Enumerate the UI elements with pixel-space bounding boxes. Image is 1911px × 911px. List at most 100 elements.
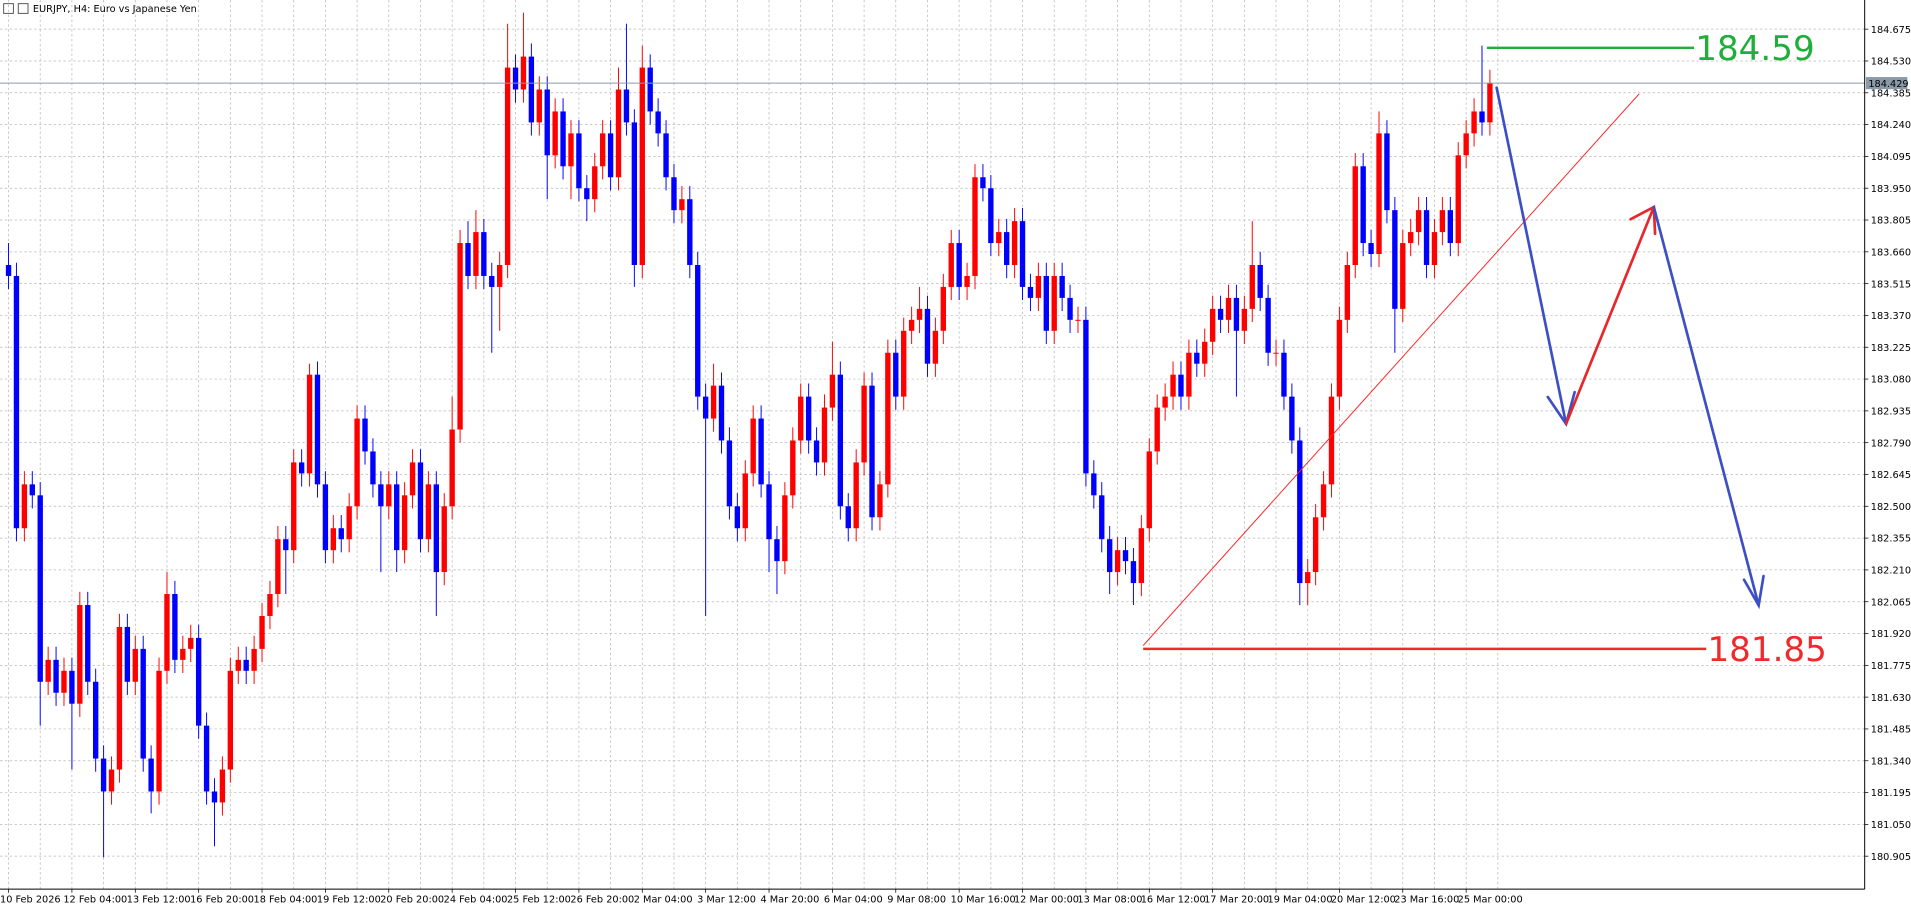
y-tick-label: 182.790 [1871,438,1911,449]
y-tick-label: 182.065 [1871,597,1911,608]
candle-body [132,648,138,682]
levels: 184.59 181.85 [0,29,1865,670]
candle-body [584,188,590,200]
candle-body [750,418,756,474]
x-tick-label: 12 Feb 04:00 [63,894,127,905]
candle-body [1019,221,1026,287]
x-tick-label: 25 Feb 12:00 [507,894,571,905]
candle-body [544,89,550,156]
candle-body [1083,319,1089,474]
x-tick-label: 6 Mar 04:00 [824,894,883,905]
y-tick-label: 184.385 [1871,88,1911,99]
candle-body [362,418,368,452]
candle-body [1408,232,1414,244]
candle-body [1455,155,1461,244]
x-tick-label: 19 Feb 12:00 [317,894,381,905]
candle-body [1217,308,1224,320]
candle-body [702,396,709,419]
level-label: 184.59 [1695,29,1814,69]
candle-body [980,177,986,189]
y-tick-label: 180.905 [1871,852,1911,863]
candle-body [996,232,1002,244]
candle-body [148,758,154,792]
candle-body [1178,374,1184,397]
candle-body [1257,264,1263,298]
candle-body [433,484,439,573]
candle-body [726,440,733,507]
candle-body [275,539,281,595]
y-tick-label: 184.530 [1871,57,1911,68]
candle-body [61,670,67,693]
x-tick-label: 24 Feb 04:00 [444,894,508,905]
candle-body [813,440,820,463]
x-tick-label: 23 Mar 16:00 [1394,894,1459,905]
candle-body [845,506,851,529]
candle-body [409,462,416,496]
candle-body [457,243,463,430]
candle-body [1091,473,1097,496]
candle-body [235,659,241,671]
candle-body [298,462,305,474]
candle-body [1463,133,1469,156]
candle-body [1265,297,1271,353]
candle-body [647,67,653,112]
candle-body [188,637,194,649]
candle-body [599,133,606,167]
candle-body [1146,451,1152,529]
candles [5,12,1493,858]
y-tick-label: 182.210 [1871,566,1911,577]
y-tick-label: 181.195 [1871,788,1911,799]
candle-body [322,484,329,551]
candle-body [829,374,836,408]
candle-body [1447,210,1453,244]
candle-body [1431,232,1438,265]
candle-body [718,385,725,441]
x-tick-label: 10 Feb 2026 [0,894,61,905]
candle-body [560,111,566,167]
candle-body [1202,341,1208,364]
candle-body [1186,352,1192,397]
candle-body [1154,407,1160,452]
candle-body [655,111,661,134]
grid [0,0,1865,890]
x-tick-label: 2 Mar 04:00 [634,894,693,905]
candle-body [821,407,828,463]
candle-body [497,264,503,287]
candle-body [1114,550,1121,573]
x-tick-label: 17 Mar 20:00 [1204,894,1269,905]
arrow-head [1742,574,1765,610]
candle-body [211,791,218,803]
candle-body [1011,221,1018,265]
y-tick-label: 184.240 [1871,120,1911,131]
candle-body [663,133,669,178]
candle-body [441,506,447,573]
candle-body [1352,166,1358,265]
y-tick-label: 181.630 [1871,693,1911,704]
candle-body [465,243,471,276]
candle-body [671,177,677,211]
candle-body [948,243,954,287]
candle-body [100,758,107,792]
candle-body [932,330,939,364]
candle-body [1099,495,1105,540]
y-tick-label: 182.645 [1871,470,1911,481]
icon [17,3,29,14]
candle-body [956,243,962,287]
candle-body [1305,572,1311,584]
candle-body [1479,111,1485,123]
candle-body [330,528,337,551]
candle-body [1392,210,1398,309]
candle-body [1328,396,1335,485]
candle-body [1035,275,1042,298]
candle-body [29,484,35,496]
candle-body [528,56,535,123]
candle-body [69,670,75,704]
candle-body [140,648,146,759]
candle-body [940,286,946,331]
candle-body [568,133,574,167]
candle-body [592,166,598,200]
candle-body [227,670,234,770]
candle-body [1122,550,1129,562]
trend-line [1142,93,1640,646]
candle-body [425,484,432,540]
